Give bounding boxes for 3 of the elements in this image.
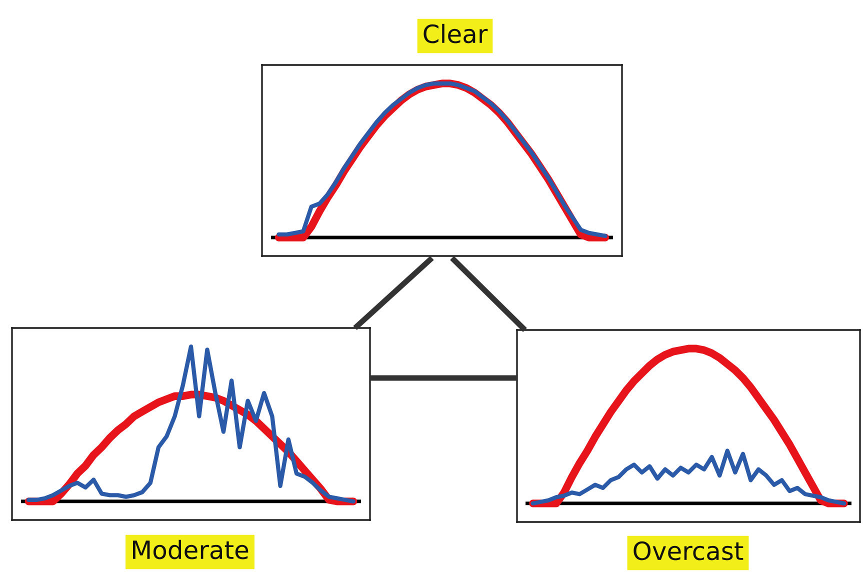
chart-title: Clear: [424, 24, 488, 44]
text: Overcast: [634, 541, 744, 560]
text: Moderate: [133, 540, 248, 560]
